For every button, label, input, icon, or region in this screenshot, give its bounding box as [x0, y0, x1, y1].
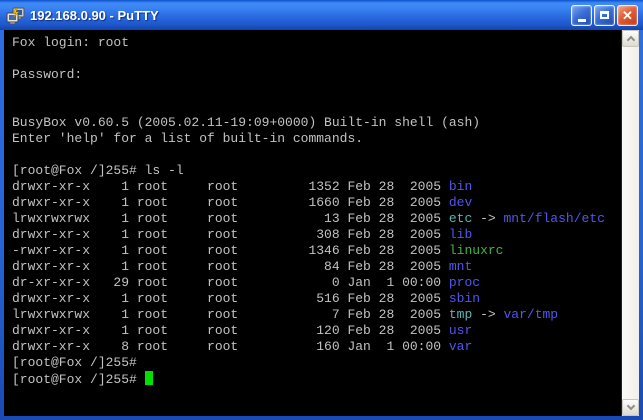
terminal-text: Fox login: root [12, 35, 130, 50]
terminal-line: Password: [12, 67, 621, 83]
terminal-line [12, 99, 621, 115]
scroll-down-button[interactable] [622, 399, 639, 416]
terminal-text: drwxr-xr-x 1 root root 308 Feb 28 2005 [12, 227, 449, 242]
terminal-line [12, 83, 621, 99]
file-name-dir: var [448, 339, 473, 354]
scroll-up-button[interactable] [622, 30, 639, 47]
minimize-icon [577, 18, 586, 22]
terminal-line: [root@Fox /]255# [12, 371, 621, 387]
file-name-dir: dev [448, 195, 473, 210]
file-name-dir: lib [448, 227, 473, 242]
terminal-line: dr-xr-xr-x 29 root root 0 Jan 1 00:00 pr… [12, 275, 621, 291]
terminal-text: [root@Fox /]255# [12, 355, 137, 370]
file-name-dir: bin [448, 179, 473, 194]
terminal-line: drwxr-xr-x 1 root root 308 Feb 28 2005 l… [12, 227, 621, 243]
terminal-text: lrwxrwxrwx 1 root root 13 Feb 28 2005 [12, 211, 449, 226]
putty-terminal-icon[interactable] [6, 5, 26, 25]
scrollbar[interactable] [621, 30, 639, 416]
chevron-up-icon [626, 35, 635, 45]
terminal-line [12, 51, 621, 67]
terminal-text: drwxr-xr-x 1 root root 1352 Feb 28 2005 [12, 179, 449, 194]
maximize-button[interactable] [594, 4, 615, 26]
terminal-line: BusyBox v0.60.5 (2005.02.11-19:09+0000) … [12, 115, 621, 131]
close-icon: ✕ [622, 7, 633, 23]
chevron-down-icon [626, 401, 635, 411]
terminal-cursor [144, 371, 153, 385]
terminal-text: -> [472, 211, 504, 226]
file-name-dir: mnt [448, 259, 473, 274]
maximize-icon [600, 11, 609, 19]
terminal-text: drwxr-xr-x 1 root root 1660 Feb 28 2005 [12, 195, 449, 210]
terminal-line: -rwxr-xr-x 1 root root 1346 Feb 28 2005 … [12, 243, 621, 259]
terminal-text: lrwxrwxrwx 1 root root 7 Feb 28 2005 [12, 307, 449, 322]
terminal-line: drwxr-xr-x 1 root root 120 Feb 28 2005 u… [12, 323, 621, 339]
terminal-line: drwxr-xr-x 1 root root 1660 Feb 28 2005 … [12, 195, 621, 211]
terminal-screen[interactable]: Fox login: root Password: BusyBox v0.60.5 … [4, 30, 621, 416]
terminal-line: [root@Fox /]255# ls -l [12, 163, 621, 179]
terminal-line: drwxr-xr-x 1 root root 516 Feb 28 2005 s… [12, 291, 621, 307]
file-name-link: tmp [448, 307, 473, 322]
terminal-text: BusyBox v0.60.5 (2005.02.11-19:09+0000) … [12, 115, 481, 130]
terminal-text: drwxr-xr-x 1 root root 516 Feb 28 2005 [12, 291, 449, 306]
terminal-text: drwxr-xr-x 1 root root 120 Feb 28 2005 [12, 323, 449, 338]
terminal-line: drwxr-xr-x 1 root root 84 Feb 28 2005 mn… [12, 259, 621, 275]
terminal-line: lrwxrwxrwx 1 root root 7 Feb 28 2005 tmp… [12, 307, 621, 323]
terminal-line [12, 147, 621, 163]
terminal-text: -rwxr-xr-x 1 root root 1346 Feb 28 2005 [12, 243, 449, 258]
terminal-line: [root@Fox /]255# [12, 355, 621, 371]
close-button[interactable]: ✕ [617, 4, 638, 26]
terminal-text: drwxr-xr-x 1 root root 84 Feb 28 2005 [12, 259, 449, 274]
file-name-dir: sbin [448, 291, 481, 306]
terminal-line: lrwxrwxrwx 1 root root 13 Feb 28 2005 et… [12, 211, 621, 227]
file-name-dir: mnt/flash/etc [503, 211, 605, 226]
file-name-dir: usr [448, 323, 473, 338]
terminal-client-area: Fox login: root Password: BusyBox v0.60.5 … [4, 30, 639, 416]
window-controls: ✕ [571, 4, 638, 26]
window-title: 192.168.0.90 - PuTTY [30, 7, 159, 23]
file-name-dir: proc [448, 275, 481, 290]
terminal-line: drwxr-xr-x 8 root root 160 Jan 1 00:00 v… [12, 339, 621, 355]
minimize-button[interactable] [571, 4, 592, 26]
terminal-text: Password: [12, 67, 83, 82]
terminal-text: [root@Fox /]255# ls -l [12, 163, 184, 178]
terminal-line: Fox login: root [12, 35, 621, 51]
terminal-text: Enter 'help' for a list of built-in comm… [12, 131, 364, 146]
file-name-exe: linuxrc [448, 243, 504, 258]
terminal-text: -> [472, 307, 504, 322]
titlebar[interactable]: 192.168.0.90 - PuTTY ✕ [0, 0, 643, 30]
terminal-text: drwxr-xr-x 8 root root 160 Jan 1 00:00 [12, 339, 449, 354]
file-name-dir: var/tmp [503, 307, 559, 322]
terminal-text: [root@Fox /]255# [12, 372, 145, 387]
terminal-line: Enter 'help' for a list of built-in comm… [12, 131, 621, 147]
terminal-text: dr-xr-xr-x 29 root root 0 Jan 1 00:00 [12, 275, 449, 290]
terminal-line: drwxr-xr-x 1 root root 1352 Feb 28 2005 … [12, 179, 621, 195]
scrollbar-thumb[interactable] [622, 47, 639, 399]
file-name-link: etc [448, 211, 473, 226]
